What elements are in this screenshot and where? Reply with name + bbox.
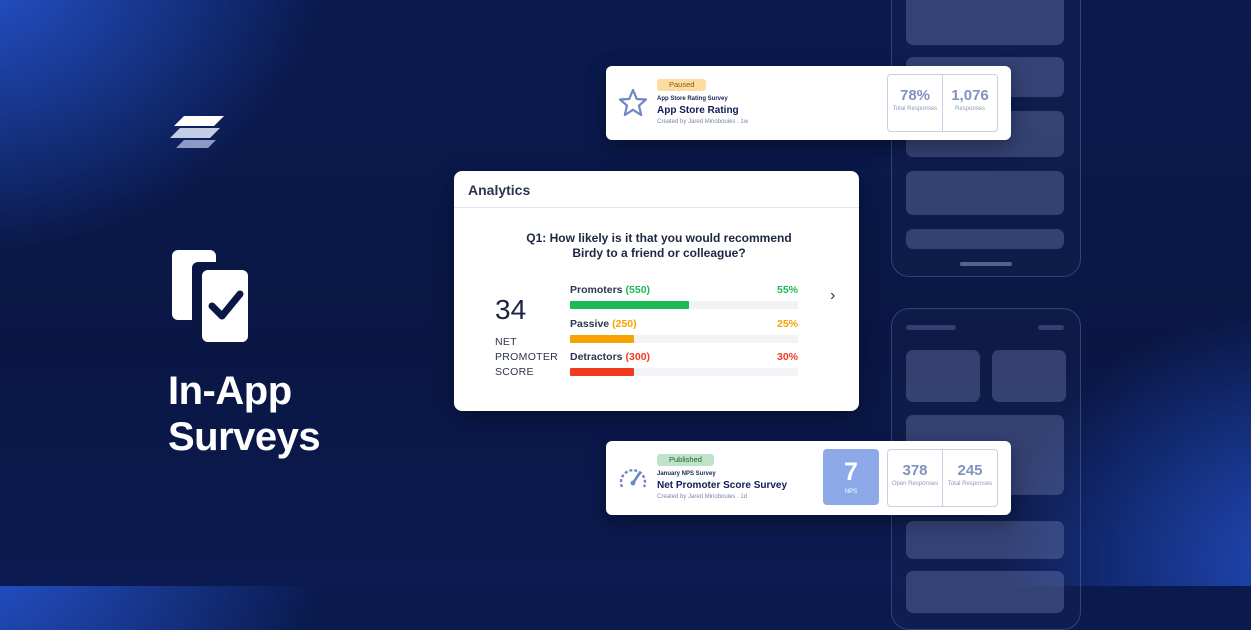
placeholder-block [906,571,1064,613]
breakdown-percent: 55% [776,284,798,296]
analytics-card: Analytics Q1: How likely is it that you … [454,171,859,411]
nps-caption-line: PROMOTER [495,351,559,363]
breakdown-bar-track [570,335,798,343]
placeholder-block [906,171,1064,215]
placeholder-block [906,0,1064,45]
nps-score-caption: NET PROMOTER SCORE [495,335,558,380]
placeholder-block [992,350,1066,402]
question-text: Q1: How likely is it that you would reco… [494,231,824,261]
placeholder-block [906,521,1064,559]
placeholder-block [906,325,956,330]
breakdown-name: Promoters [570,284,623,296]
hero-title-line2: Surveys [168,415,321,459]
breakdown-bar [570,368,634,376]
breakdown-count: (300) [625,351,651,363]
stat-label: Total Responses [947,481,993,487]
nps-label: NPS [844,489,858,495]
stat-label: Responses [954,106,986,112]
hero-title: In-App Surveys [168,368,321,460]
survey-title: App Store Rating [657,105,739,116]
hero-title-line1: In-App [168,369,292,413]
nps-score-value: 34 [495,294,527,325]
breakdown-count: (250) [612,318,637,330]
breakdown-label: Promoters (550) [570,284,650,296]
stat-label: Open Responses [891,481,939,487]
breakdown-label: Passive (250) [570,318,637,330]
breakdown-count: (550) [625,284,651,296]
nps-caption-line: NET [495,336,517,348]
status-badge: Published [657,454,714,466]
survey-subtitle: January NPS Survey [657,471,716,477]
stat-value: 378 [902,462,928,479]
survey-subtitle: App Store Rating Survey [657,96,728,102]
stat-box: 1,076 Responses [942,74,998,132]
survey-card-nps[interactable]: Published January NPS Survey Net Promote… [606,441,1011,515]
stat-box: 78% Total Responses [887,74,943,132]
survey-check-icon [172,250,248,342]
stat-value: 245 [957,462,983,479]
nps-value: 7 [844,458,858,486]
breakdown-bar [570,301,689,309]
home-indicator [960,262,1012,266]
stat-value: 78% [899,87,931,104]
survey-card-app-store[interactable]: Paused App Store Rating Survey App Store… [606,66,1011,140]
breakdown-label: Detractors (300) [570,351,650,363]
gauge-icon [619,469,647,488]
placeholder-block [906,350,980,402]
breakdown-bar-track [570,368,798,376]
breakdown-name: Detractors [570,351,623,363]
stat-box: 378 Open Responses [887,449,943,507]
placeholder-block [906,229,1064,249]
stat-box: 245 Total Responses [942,449,998,507]
question-line2: Birdy to a friend or colleague? [572,246,746,260]
analytics-header: Analytics [454,171,859,208]
star-icon [618,88,648,117]
breakdown-bar [570,335,634,343]
stat-value: 1,076 [951,87,989,104]
status-badge: Paused [657,79,707,91]
survey-title: Net Promoter Score Survey [657,480,788,491]
breakdown-bar-track [570,301,798,309]
brand-logo-icon [170,116,224,148]
stat-label: Total Responses [892,106,938,112]
chevron-right-icon[interactable]: › [830,287,836,304]
question-line1: Q1: How likely is it that you would reco… [526,231,792,245]
nps-box: 7 NPS [823,449,879,505]
nps-caption-line: SCORE [495,366,534,378]
placeholder-block [1038,325,1064,330]
survey-meta: Created by Jared Minobouies . 1w [657,119,749,125]
breakdown-percent: 25% [776,318,798,330]
survey-meta: Created by Jared Minobouies . 1d [657,494,748,500]
breakdown-percent: 30% [776,351,798,363]
breakdown-name: Passive [570,318,610,330]
analytics-title: Analytics [468,182,531,198]
